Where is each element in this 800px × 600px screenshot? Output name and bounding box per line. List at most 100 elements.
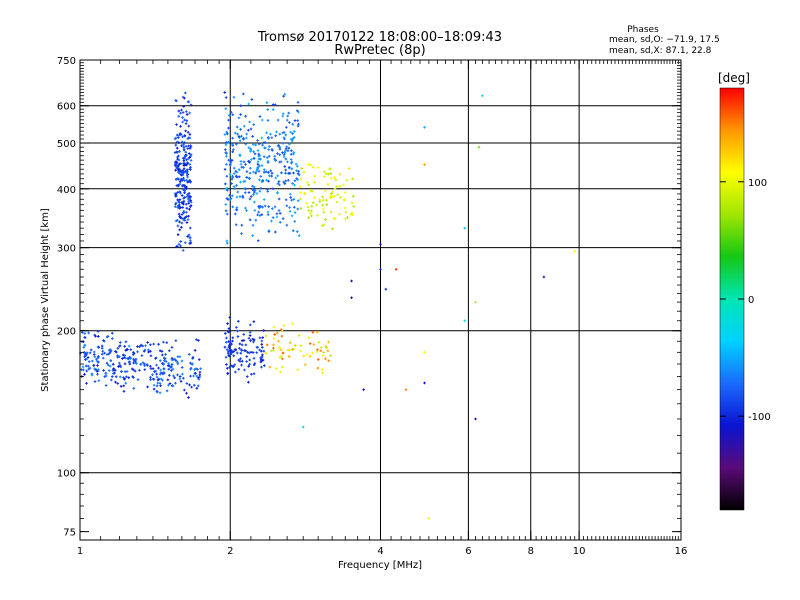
data-point: [180, 144, 183, 148]
data-point: [178, 198, 182, 201]
data-point: [322, 198, 325, 202]
chart-title: Tromsø 20170122 18:08:00–18:09:43: [257, 30, 502, 45]
colorbar-tick-label: -100: [748, 412, 771, 423]
data-point: [276, 118, 280, 122]
data-point: [301, 425, 305, 429]
data-point: [96, 364, 99, 367]
data-point: [187, 192, 191, 195]
data-point: [187, 199, 191, 203]
data-point: [351, 194, 355, 198]
data-point: [289, 158, 293, 161]
data-point: [296, 199, 300, 203]
data-point: [251, 223, 255, 227]
data-point: [275, 130, 278, 134]
data-point: [177, 115, 181, 118]
data-point: [182, 218, 186, 222]
data-point: [288, 166, 291, 169]
data-point: [394, 267, 398, 271]
data-point: [291, 137, 295, 141]
data-point: [290, 167, 294, 171]
data-point: [296, 172, 300, 175]
data-point: [122, 390, 126, 393]
data-point: [188, 383, 191, 387]
data-point: [249, 149, 253, 152]
data-point: [338, 184, 342, 188]
data-point: [316, 366, 320, 370]
data-point: [272, 343, 275, 347]
data-point: [232, 350, 236, 353]
data-point: [258, 190, 262, 193]
data-point: [238, 154, 242, 158]
y-tick-label: 75: [63, 528, 76, 539]
data-point: [196, 376, 200, 380]
data-point: [103, 375, 107, 378]
data-point: [230, 159, 234, 162]
data-point: [233, 187, 237, 190]
data-point: [292, 171, 295, 175]
data-point: [228, 163, 232, 166]
data-point: [87, 360, 91, 363]
data-point: [106, 363, 110, 367]
data-point: [256, 239, 260, 242]
data-point: [253, 209, 257, 212]
data-point: [253, 362, 257, 365]
data-point: [247, 336, 251, 340]
data-point: [164, 360, 168, 363]
y-tick-label: 600: [57, 102, 76, 113]
data-point: [179, 216, 182, 220]
data-point: [245, 355, 249, 358]
data-point: [193, 349, 197, 352]
data-point: [281, 141, 285, 145]
data-point: [226, 366, 229, 370]
data-point: [287, 355, 291, 358]
data-point: [315, 350, 319, 353]
data-point: [155, 384, 159, 388]
data-point: [175, 146, 179, 150]
data-point: [251, 184, 254, 188]
data-point: [83, 373, 86, 376]
data-point: [174, 205, 177, 208]
data-point: [261, 336, 264, 339]
data-point: [322, 351, 326, 354]
data-point: [173, 376, 176, 380]
data-point: [175, 245, 179, 248]
data-point: [224, 107, 228, 110]
data-point: [143, 368, 147, 371]
data-point: [109, 349, 113, 353]
data-point: [321, 203, 324, 207]
x-tick-labels: 1 2 4 6 8 10 16: [77, 546, 688, 557]
data-point: [112, 367, 115, 371]
data-point: [293, 344, 297, 347]
data-point: [542, 275, 546, 279]
data-point: [265, 101, 269, 104]
data-point: [176, 355, 180, 358]
data-point: [321, 207, 325, 211]
data-point: [118, 364, 122, 367]
data-point: [257, 152, 261, 156]
data-point: [85, 369, 88, 373]
data-point: [158, 349, 162, 353]
data-point: [282, 94, 285, 98]
data-point: [321, 224, 324, 227]
data-point: [185, 382, 189, 385]
data-point: [267, 230, 271, 233]
data-point: [87, 331, 90, 335]
x-tick-label: 16: [675, 546, 688, 557]
data-point: [122, 356, 126, 359]
data-point: [85, 351, 89, 355]
data-point: [177, 158, 181, 162]
data-point: [299, 344, 303, 347]
data-point: [189, 361, 192, 365]
data-point: [178, 215, 181, 218]
data-point: [310, 204, 314, 208]
data-point: [185, 171, 188, 175]
data-point: [259, 360, 263, 364]
data-point: [256, 149, 260, 152]
data-point: [224, 187, 228, 191]
data-point: [114, 350, 117, 353]
data-point: [176, 373, 179, 377]
data-point: [228, 343, 231, 347]
data-point: [139, 362, 143, 366]
data-point: [131, 353, 135, 356]
y-tick-label: 750: [57, 56, 76, 67]
